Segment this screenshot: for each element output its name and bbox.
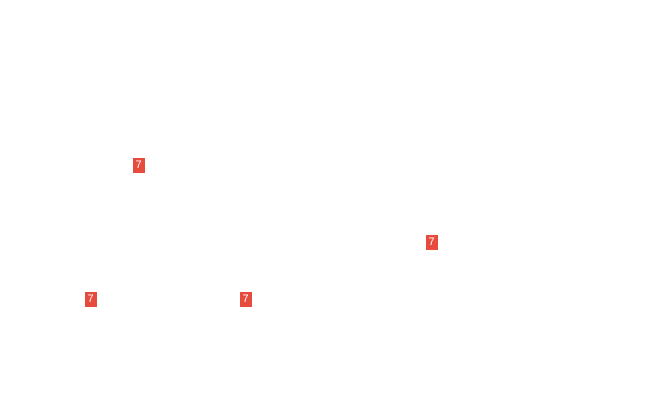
som-marker-badge[interactable]: 7	[133, 158, 145, 173]
som-marker-label: 7	[135, 159, 142, 171]
som-marker-badge[interactable]: 7	[85, 292, 97, 307]
som-marker-label: 7	[87, 293, 94, 305]
som-marker-label: 7	[242, 293, 249, 305]
som-marker-badge[interactable]: 7	[240, 292, 252, 307]
som-marker-badge[interactable]: 7	[426, 235, 438, 250]
som-marker-label: 7	[428, 236, 435, 248]
